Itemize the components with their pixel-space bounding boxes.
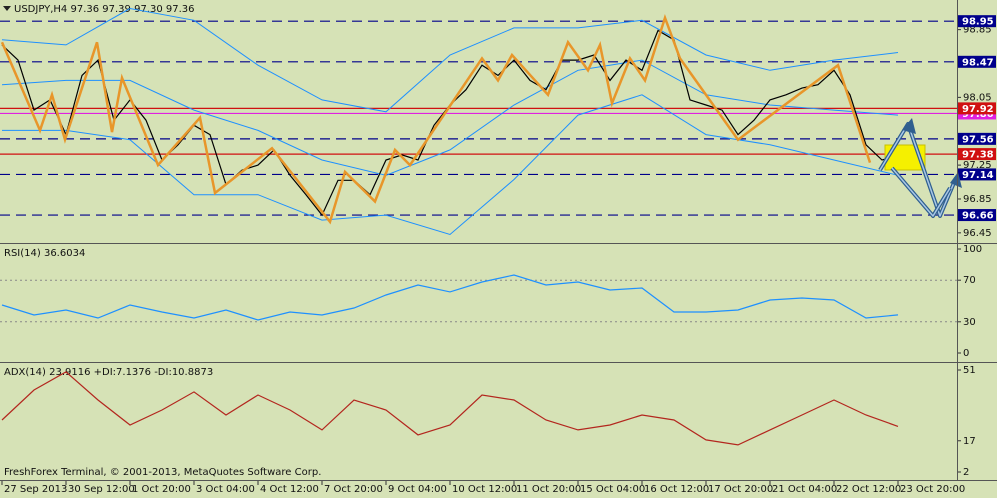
- copyright: FreshForex Terminal, © 2001-2013, MetaQu…: [4, 467, 321, 478]
- bollinger-lower: [2, 94, 899, 236]
- level-tag: [958, 132, 996, 145]
- y-tick-label: 96.85: [963, 194, 992, 205]
- y-tick-label: 17: [963, 436, 976, 447]
- level-tag: [958, 168, 996, 181]
- x-tick-label: 4 Oct 12:00: [260, 484, 319, 495]
- x-tick-label: 9 Oct 04:00: [388, 484, 447, 495]
- level-tag: [958, 148, 996, 161]
- bollinger-upper: [1, 7, 899, 113]
- zigzag: [0, 13, 872, 225]
- forecast-arrows: [878, 118, 962, 218]
- x-tick-label: 15 Oct 04:00: [580, 484, 645, 495]
- x-tick-label: 3 Oct 04:00: [196, 484, 255, 495]
- x-tick-label: 21 Oct 04:00: [772, 484, 837, 495]
- pane-title: USDJPY,H4 97.36 97.39 97.30 97.36: [14, 4, 195, 15]
- arrow-head: [902, 118, 916, 134]
- price-line: [1, 371, 899, 446]
- level-tag-label: 98.47: [962, 57, 994, 68]
- x-tick-label: 1 Oct 20:00: [132, 484, 191, 495]
- level-tag-label: 96.66: [962, 211, 994, 222]
- x-tick-label: 16 Oct 12:00: [644, 484, 709, 495]
- level-tag: [958, 55, 996, 68]
- level-tag-label: 97.92: [962, 104, 994, 115]
- arrow-path-inner: [879, 123, 957, 217]
- x-tick-label: 30 Sep 12:00: [68, 484, 135, 495]
- pane-title: ADX(14) 23.9116 +DI:7.1376 -DI:10.8873: [4, 367, 213, 378]
- pane-title: RSI(14) 36.6034: [4, 248, 85, 259]
- y-tick-label: 96.45: [963, 228, 992, 239]
- level-tag-label: 97.86: [962, 109, 994, 120]
- level-tag: [958, 15, 996, 28]
- y-tick-label: 2: [963, 467, 969, 478]
- x-tick-label: 27 Sep 2013: [4, 484, 67, 495]
- symbol-menu-icon: [3, 6, 11, 11]
- price-line: [1, 274, 899, 321]
- level-tag-label: 97.38: [962, 150, 994, 161]
- y-tick-label: 100: [963, 244, 982, 255]
- arrow-head: [950, 172, 962, 188]
- level-tag: [958, 102, 996, 115]
- x-tick-label: 17 Oct 20:00: [708, 484, 773, 495]
- x-tick-label: 23 Oct 20:00: [900, 484, 965, 495]
- y-tick-label: 70: [963, 275, 976, 286]
- panes: USDJPY,H4 97.36 97.39 97.30 97.3698.8598…: [0, 4, 996, 495]
- y-tick-label: 98.85: [963, 25, 992, 36]
- level-tag-label: 97.14: [962, 170, 994, 181]
- level-tag: [958, 209, 996, 222]
- level-tag-label: 98.95: [962, 17, 994, 28]
- y-tick-label: 30: [963, 317, 976, 328]
- x-tick-label: 7 Oct 20:00: [324, 484, 383, 495]
- y-tick-label: 97.25: [963, 160, 992, 171]
- x-tick-label: 10 Oct 12:00: [452, 484, 517, 495]
- level-tag-label: 97.56: [962, 134, 994, 145]
- y-tick-label: 98.05: [963, 92, 992, 103]
- x-tick-label: 11 Oct 20:00: [516, 484, 581, 495]
- y-tick-label: 51: [963, 365, 976, 376]
- arrow-path-inner: [891, 167, 951, 217]
- bollinger-middle: [1, 59, 899, 176]
- x-tick-label: 22 Oct 12:00: [836, 484, 901, 495]
- y-tick-label: 0: [963, 348, 969, 359]
